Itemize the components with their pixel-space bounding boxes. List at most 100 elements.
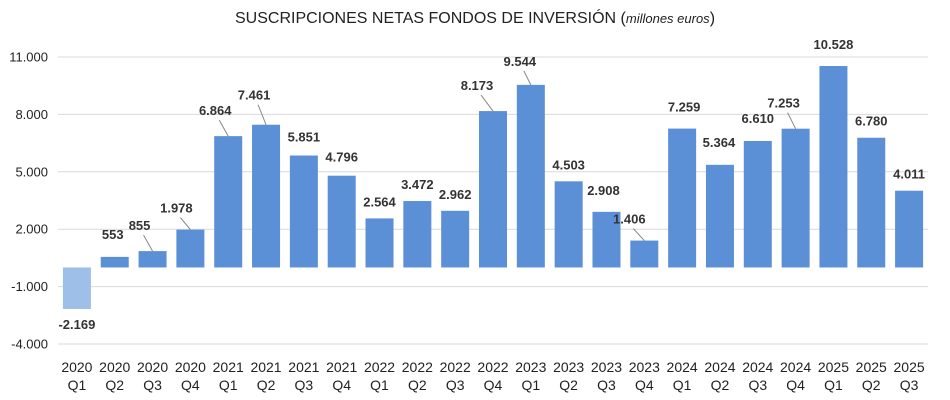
category-quarter-label: Q4 <box>484 377 503 393</box>
bar <box>895 190 924 268</box>
category-year-label: 2023 <box>553 359 584 375</box>
data-label: 4.503 <box>552 157 585 172</box>
category-year-label: 2021 <box>326 359 357 375</box>
y-tick-label: 11.000 <box>9 50 48 65</box>
category-year-label: 2022 <box>402 359 433 375</box>
data-label: 7.253 <box>767 96 800 111</box>
category-year-label: 2021 <box>213 359 244 375</box>
category-year-label: 2024 <box>742 359 773 375</box>
data-label: 6.864 <box>199 103 232 118</box>
bar <box>630 240 659 268</box>
bar <box>516 84 545 268</box>
bar <box>62 267 91 309</box>
category-year-label: 2024 <box>780 359 811 375</box>
data-label: 2.564 <box>363 194 396 209</box>
category-year-label: 2021 <box>288 359 319 375</box>
bar <box>479 111 507 268</box>
category-year-label: 2024 <box>667 359 698 375</box>
category-quarter-label: Q2 <box>711 377 730 393</box>
bar <box>176 229 205 268</box>
category-quarter-label: Q3 <box>900 377 919 393</box>
category-year-label: 2022 <box>364 359 395 375</box>
bars <box>62 66 924 309</box>
category-year-label: 2024 <box>704 359 735 375</box>
category-quarter-label: Q2 <box>559 377 578 393</box>
category-quarter-label: Q4 <box>786 377 805 393</box>
data-label: 7.461 <box>238 88 271 103</box>
category-quarter-label: Q1 <box>521 377 540 393</box>
bar <box>857 137 886 268</box>
bar <box>138 251 167 268</box>
data-label: 1.406 <box>613 212 646 227</box>
category-year-label: 2025 <box>894 359 925 375</box>
category-year-label: 2021 <box>250 359 281 375</box>
y-tick-label: 8.000 <box>15 107 48 122</box>
category-quarter-label: Q3 <box>295 377 314 393</box>
data-label: -2.169 <box>58 317 95 332</box>
category-quarter-label: Q4 <box>332 377 351 393</box>
bar <box>214 136 243 268</box>
bar <box>554 181 583 268</box>
category-quarter-label: Q4 <box>181 377 200 393</box>
bar <box>441 210 470 268</box>
category-year-label: 2023 <box>591 359 622 375</box>
chart-title: SUSCRIPCIONES NETAS FONDOS DE INVERSIÓN … <box>234 10 716 27</box>
bar <box>403 201 432 268</box>
bar <box>289 155 318 268</box>
category-quarter-label: Q2 <box>257 377 276 393</box>
category-year-label: 2023 <box>515 359 546 375</box>
leader-line <box>218 119 229 137</box>
bar <box>365 218 394 268</box>
data-label: 4.796 <box>325 150 358 165</box>
bar <box>781 128 810 268</box>
category-quarter-label: Q4 <box>635 377 654 393</box>
category-year-label: 2025 <box>818 359 849 375</box>
x-axis-category-labels: 2020 Q1 2020 Q2 2020 Q3 2020 Q4 2021 Q1 2021 Q2 2021… <box>61 359 925 393</box>
category-year-label: 2020 <box>99 359 130 375</box>
data-label: 1.978 <box>160 201 193 216</box>
category-year-label: 2020 <box>175 359 206 375</box>
category-year-label: 2022 <box>477 359 508 375</box>
data-label: 3.472 <box>401 177 434 192</box>
category-year-label: 2022 <box>440 359 471 375</box>
category-quarter-label: Q3 <box>597 377 616 393</box>
category-quarter-label: Q1 <box>219 377 238 393</box>
bar <box>327 175 356 268</box>
bar <box>668 128 697 268</box>
category-quarter-label: Q1 <box>673 377 692 393</box>
y-tick-label: -1.000 <box>11 279 48 294</box>
leader-line <box>787 112 797 129</box>
data-label: 2.908 <box>587 183 620 198</box>
category-quarter-label: Q2 <box>408 377 427 393</box>
data-label: 7.259 <box>668 100 701 115</box>
data-label: 2.962 <box>439 187 472 202</box>
category-year-label: 2025 <box>856 359 887 375</box>
y-axis-tick-labels: 11.000 8.000 5.000 2.000 -1.000 -4.000 <box>9 50 48 352</box>
data-label: 8.173 <box>461 78 494 93</box>
data-label: 9.544 <box>504 54 537 69</box>
chart-subtitle: millones euros <box>625 11 710 26</box>
chart-title-main: SUSCRIPCIONES NETAS FONDOS DE INVERSIÓN <box>234 10 617 27</box>
bar <box>592 211 621 268</box>
leader-line <box>180 217 191 230</box>
bar <box>252 124 281 268</box>
data-label: 6.610 <box>742 111 775 126</box>
bar <box>100 256 129 268</box>
data-labels: -2.169 553 855 1.978 6.864 7.461 5.851 4.796 2.5… <box>58 37 925 332</box>
y-tick-label: -4.000 <box>11 337 48 352</box>
data-label: 10.528 <box>814 37 854 52</box>
category-quarter-label: Q1 <box>370 377 389 393</box>
category-year-label: 2023 <box>629 359 660 375</box>
category-year-label: 2020 <box>61 359 92 375</box>
data-label: 4.011 <box>893 167 925 182</box>
leader-line <box>632 228 645 241</box>
category-quarter-label: Q3 <box>446 377 465 393</box>
data-label: 5.851 <box>288 130 321 145</box>
data-label: 6.780 <box>855 114 888 129</box>
category-quarter-label: Q3 <box>748 377 767 393</box>
category-quarter-label: Q1 <box>68 377 87 393</box>
category-quarter-label: Q2 <box>105 377 124 393</box>
category-quarter-label: Q1 <box>824 377 843 393</box>
y-tick-label: 2.000 <box>15 222 48 237</box>
